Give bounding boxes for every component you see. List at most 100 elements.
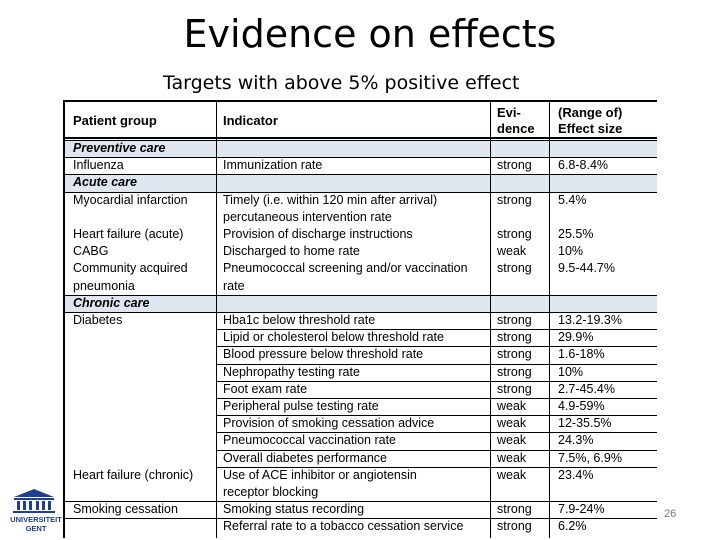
table-cell-evidence: strong — [497, 227, 532, 241]
table-cell-indicator: rate — [223, 278, 245, 293]
header-rule — [65, 137, 657, 139]
table-row-line — [216, 329, 657, 331]
table-cell-indicator: percutaneous intervention rate — [223, 209, 392, 224]
table-row-line — [216, 415, 657, 417]
table-row-line — [65, 518, 657, 520]
table-cell-indicator: Smoking status recording — [223, 502, 365, 517]
table-cell-evidence: weak — [497, 244, 527, 259]
table-cell-effect: 6.8-8.4% — [558, 158, 609, 173]
table-cell-group: Community acquired — [73, 261, 188, 276]
table-cell-evidence: weak — [497, 450, 527, 465]
table-cell-evidence: strong — [497, 381, 532, 396]
section-band — [65, 140, 657, 158]
table-cell-group: Heart failure (chronic) — [73, 467, 194, 482]
table-cell-group: CABG — [73, 244, 109, 259]
table-cell-evidence: strong — [497, 330, 532, 345]
table-cell-indicator: Foot exam rate — [223, 381, 308, 396]
table-cell-evidence: strong — [497, 502, 532, 517]
table-cell-evidence: weak — [497, 399, 527, 413]
table-cell-group: Influenza — [73, 158, 124, 173]
table-cell-indicator: Timely (i.e. within 120 min after arriva… — [223, 192, 438, 207]
table-cell-indicator: Hba1c below threshold rate — [223, 313, 376, 327]
table-cell-indicator: Peripheral pulse testing rate — [223, 399, 379, 413]
table-cell-evidence: weak — [497, 433, 527, 448]
table-cell-indicator: Pneumococcal vaccination rate — [223, 433, 397, 448]
table-cell-effect: 7.9-24% — [558, 502, 605, 517]
table-cell-group: Myocardial infarction — [73, 192, 188, 207]
evidence-table: Patient group Indicator Evi- dence (Rang… — [63, 100, 657, 538]
table-row-line — [216, 449, 657, 451]
table-cell-effect: 5.4% — [558, 192, 587, 207]
table-row-line — [65, 157, 657, 159]
table-cell-indicator: Nephropathy testing rate — [223, 364, 360, 379]
table-cell-evidence: strong — [497, 192, 532, 207]
table-cell-effect: 29.9% — [558, 330, 594, 345]
slide-subtitle: Targets with above 5% positive effect — [163, 72, 520, 94]
table-cell-effect: 7.5%, 6.9% — [558, 450, 622, 465]
table-cell-effect: 13.2-19.3% — [558, 313, 622, 327]
table-cell-evidence: strong — [497, 364, 532, 379]
table-cell-group: Heart failure (acute) — [73, 227, 184, 241]
table-cell-effect: 1.6-18% — [558, 347, 605, 362]
table-row-line — [65, 294, 657, 296]
table-cell-effect: 12-35.5% — [558, 416, 612, 431]
logo-text-line2: GENT — [25, 524, 47, 533]
table-cell-effect: 10% — [558, 244, 584, 259]
header-patient-group: Patient group — [73, 113, 157, 128]
table-cell-effect: 23.4% — [558, 467, 594, 482]
table-column-divider — [490, 102, 491, 538]
slide-title: Evidence on effects — [183, 12, 557, 56]
table-cell-effect: 25.5% — [558, 227, 594, 241]
table-cell-indicator: Immunization rate — [223, 158, 323, 173]
header-effect-line1: (Range of) — [558, 105, 623, 120]
table-cell-evidence: weak — [497, 467, 527, 482]
table-cell-indicator: Pneumococcal screening and/or vaccinatio… — [223, 261, 468, 276]
table-row-line — [216, 380, 657, 382]
university-logo: UNIVERSITEIT GENT — [4, 488, 64, 538]
table-row-line — [65, 191, 657, 193]
table-row-line — [216, 398, 657, 399]
header-indicator: Indicator — [223, 113, 278, 128]
table-column-divider — [549, 102, 550, 538]
university-building-icon — [13, 489, 55, 513]
table-cell-indicator: receptor blocking — [223, 485, 319, 499]
table-cell-evidence: strong — [497, 261, 532, 276]
table-cell-indicator: Provision of discharge instructions — [223, 227, 413, 241]
section-heading: Preventive care — [73, 141, 166, 155]
table-cell-effect: 9.5-44.7% — [558, 261, 615, 276]
table-row-line — [65, 140, 657, 141]
section-heading: Acute care — [73, 175, 137, 190]
table-row-line — [216, 432, 657, 434]
table-cell-group: Smoking cessation — [73, 502, 178, 517]
table-cell-evidence: strong — [497, 313, 532, 327]
table-cell-effect: 4.9-59% — [558, 399, 605, 413]
table-cell-effect: 24.3% — [558, 433, 594, 448]
table-row-line — [216, 346, 657, 348]
table-cell-evidence: weak — [497, 416, 527, 431]
table-row-line — [216, 363, 657, 365]
table-cell-indicator: Blood pressure below threshold rate — [223, 347, 424, 362]
table-cell-indicator: Provision of smoking cessation advice — [223, 416, 435, 431]
table-cell-indicator: Discharged to home rate — [223, 244, 360, 259]
page-number: 26 — [664, 508, 677, 520]
section-band — [65, 174, 657, 192]
table-cell-group: pneumonia — [73, 278, 135, 293]
section-heading: Chronic care — [73, 295, 150, 310]
table-row-line — [65, 312, 657, 313]
table-cell-indicator: Overall diabetes performance — [223, 450, 387, 465]
table-cell-indicator: Use of ACE inhibitor or angiotensin — [223, 467, 417, 482]
table-cell-effect: 2.7-45.4% — [558, 381, 615, 396]
table-cell-effect: 6.2% — [558, 519, 587, 534]
header-effect-line2: Effect size — [558, 121, 623, 136]
table-cell-effect: 10% — [558, 364, 584, 379]
logo-text-line1: UNIVERSITEIT — [10, 515, 62, 524]
table-row-line — [65, 174, 657, 176]
section-band — [65, 294, 657, 312]
table-cell-evidence: strong — [497, 347, 532, 362]
table-cell-indicator: Lipid or cholesterol below threshold rat… — [223, 330, 444, 345]
table-cell-indicator: Referral rate to a tobacco cessation ser… — [223, 519, 464, 534]
table-row-line — [65, 501, 657, 503]
table-cell-evidence: strong — [497, 158, 532, 173]
table-cell-group: Diabetes — [73, 313, 123, 327]
table-row-line — [216, 466, 657, 468]
